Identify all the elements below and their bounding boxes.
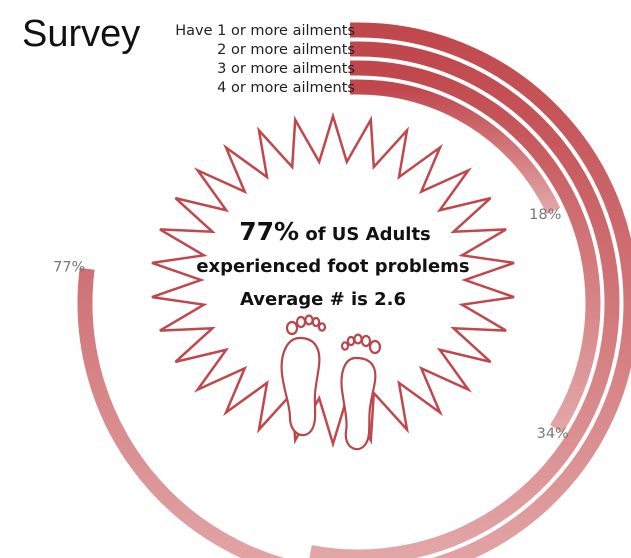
legend-label: Have 1 or more ailments bbox=[175, 23, 355, 39]
radial-bars bbox=[77, 22, 631, 558]
value-label: 77% bbox=[53, 260, 85, 276]
radial-bar bbox=[350, 60, 601, 433]
radial-bar bbox=[309, 41, 620, 558]
value-label: 18% bbox=[529, 207, 561, 223]
center-text: 77% of US Adults experienced foot proble… bbox=[196, 217, 469, 310]
center-headline: 77% of US Adults bbox=[239, 217, 431, 246]
chart-title: Survey bbox=[22, 13, 140, 55]
value-labels: 77%53%34%18% bbox=[53, 207, 569, 442]
legend-label: 4 or more ailments bbox=[217, 80, 355, 96]
value-label: 34% bbox=[537, 426, 569, 442]
legend-label: 2 or more ailments bbox=[217, 42, 355, 58]
radial-bar bbox=[350, 79, 561, 215]
legend-label: 3 or more ailments bbox=[217, 61, 355, 77]
footprints-icon bbox=[280, 314, 382, 451]
sunburst-star-icon bbox=[151, 111, 515, 449]
center-line-3: Average # is 2.6 bbox=[240, 289, 406, 310]
legend: Have 1 or more ailments 2 or more ailment… bbox=[175, 23, 355, 96]
radial-bar bbox=[77, 22, 631, 558]
headline-percent: 77% bbox=[239, 217, 299, 246]
center-line-2: experienced foot problems bbox=[196, 256, 469, 277]
headline-rest: of US Adults bbox=[299, 224, 431, 245]
